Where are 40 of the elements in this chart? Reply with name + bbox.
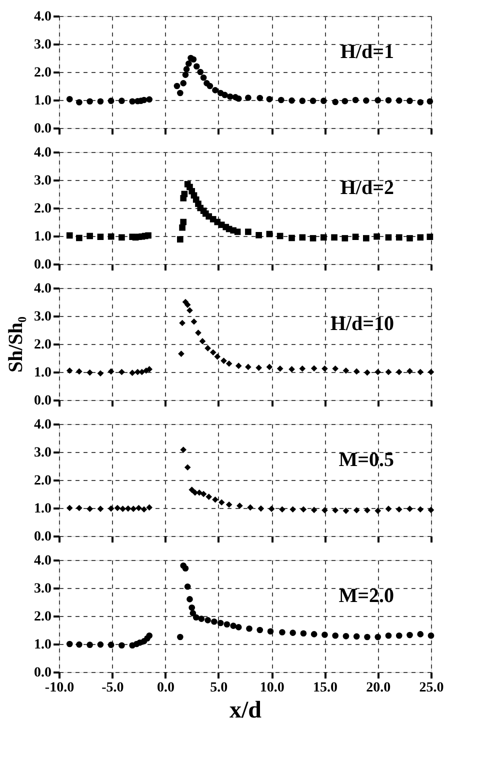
x-tick-label: 25.0 [419,680,444,696]
y-tick-label: 1.0 [34,366,52,380]
y-tick-label: 0.0 [34,258,52,272]
y-tick-label: 1.0 [34,638,52,652]
x-tick-label: 5.0 [210,680,228,696]
y-tick-label: 2.0 [34,202,52,216]
y-tick-label: 2.0 [34,474,52,488]
x-tick-label: 0.0 [157,680,175,696]
y-tick-label: 2.0 [34,610,52,624]
y-tick-label: 3.0 [34,446,52,460]
x-tick-label: -10.0 [44,680,74,696]
x-tick-label: 10.0 [260,680,284,696]
y-tick-label: 4.0 [34,418,52,432]
y-tick-label: 0.0 [34,666,52,680]
y-tick-label: 1.0 [34,502,52,516]
annotation: H/d=2 [340,177,394,199]
y-tick-label: 4.0 [34,146,52,160]
x-tick-label: -5.0 [102,680,124,696]
y-tick-label: 0.0 [34,394,52,408]
x-tick-label: 20.0 [366,680,391,696]
y-tick-label: 3.0 [34,38,52,52]
annotation: M=0.5 [338,449,394,471]
y-axis-title: Sh/Sh₀ [5,316,27,373]
y-tick-label: 4.0 [34,282,52,296]
y-tick-label: 3.0 [34,582,52,596]
y-tick-label: 3.0 [34,310,52,324]
y-tick-label: 2.0 [34,338,52,352]
y-tick-label: 3.0 [34,174,52,188]
x-axis-title: x/d [229,698,262,724]
y-tick-label: 2.0 [34,66,52,80]
y-tick-label: 4.0 [34,554,52,568]
annotation: H/d=10 [330,313,394,335]
y-tick-label: 4.0 [34,10,52,24]
y-tick-label: 0.0 [34,530,52,544]
y-tick-label: 1.0 [34,94,52,108]
x-tick-label: 15.0 [312,680,338,696]
y-tick-label: 1.0 [34,230,52,244]
y-tick-label: 0.0 [34,122,52,136]
annotation: H/d=1 [340,41,394,63]
annotation: M=2.0 [338,585,394,607]
